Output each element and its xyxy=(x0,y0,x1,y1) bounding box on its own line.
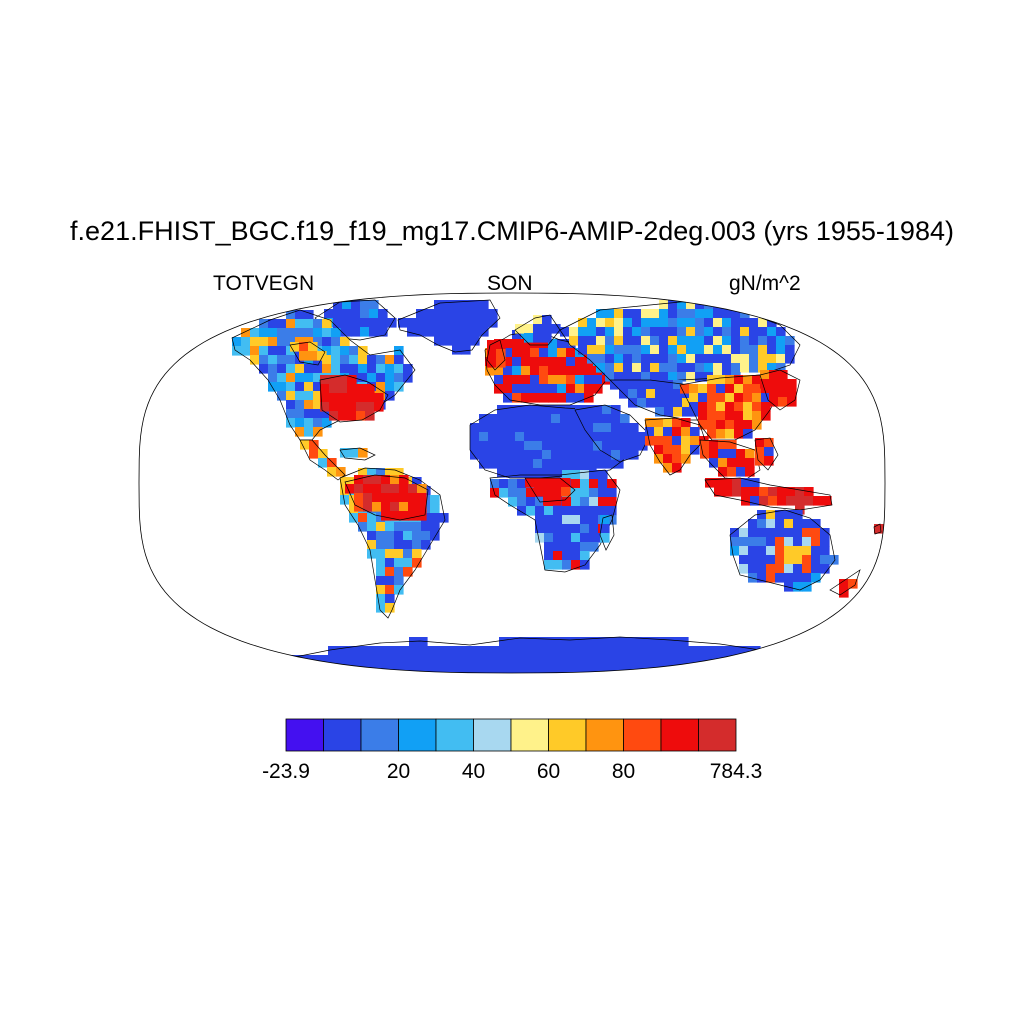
colorbar-label: 40 xyxy=(461,760,486,783)
land-region-pacific-islands xyxy=(873,523,884,535)
land-fill xyxy=(231,299,884,673)
land-region-greenland xyxy=(397,299,501,355)
colorbar-box-11 xyxy=(698,718,737,752)
colorbar-box-2 xyxy=(360,718,399,752)
colorbar-box-4 xyxy=(435,718,474,752)
land-region-alaska-coast xyxy=(289,341,327,366)
land-region-congo xyxy=(524,477,576,506)
land-region-indonesia xyxy=(704,477,833,515)
colorbar-box-8 xyxy=(585,718,624,752)
colorbar-box-1 xyxy=(323,718,362,752)
land-region-madagascar xyxy=(599,514,615,551)
land-region-korea-japan xyxy=(759,369,801,411)
land-region-australia xyxy=(729,509,839,592)
colorbar-label: 80 xyxy=(611,760,636,783)
colorbar-label: -23.9 xyxy=(262,760,310,783)
colorbar-box-5 xyxy=(473,718,512,752)
colorbar-label: 20 xyxy=(386,760,411,783)
colorbar-box-6 xyxy=(510,718,549,752)
units-label: gN/m^2 xyxy=(729,272,801,295)
figure-title: f.e21.FHIST_BGC.f19_f19_mg17.CMIP6-AMIP-… xyxy=(70,216,954,246)
season-label: SON xyxy=(487,272,533,295)
land-region-caribbean xyxy=(339,447,376,461)
land-region-eastern-us xyxy=(319,374,389,423)
colorbar-box-7 xyxy=(548,718,587,752)
variable-label: TOTVEGN xyxy=(213,272,315,295)
land-region-sahara-africa xyxy=(469,404,633,479)
land-region-arctic-canada xyxy=(314,299,397,341)
land-region-central-america xyxy=(299,439,346,481)
land-region-se-asia xyxy=(699,439,761,481)
colorbar-box-3 xyxy=(398,718,437,752)
colorbar-box-10 xyxy=(660,718,699,752)
land-region-amazon xyxy=(344,474,429,521)
land-region-siberia xyxy=(559,299,801,386)
colorbar-box-9 xyxy=(623,718,662,752)
land-region-antarctica xyxy=(264,636,781,673)
colorbar-label: 60 xyxy=(536,760,561,783)
land-region-uk xyxy=(486,339,506,371)
map-boundary xyxy=(138,292,886,674)
colorbar-label: 784.3 xyxy=(709,760,763,783)
land-region-arabia xyxy=(574,404,651,463)
colorbar-box-0 xyxy=(285,718,324,752)
land-region-new-zealand xyxy=(829,569,861,598)
land-region-china xyxy=(679,374,781,441)
land-region-philippines xyxy=(754,437,779,471)
